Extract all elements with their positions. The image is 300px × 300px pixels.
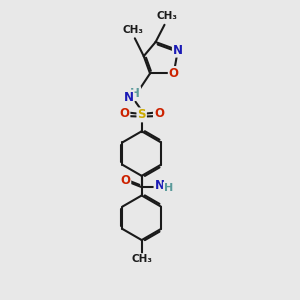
Text: N: N xyxy=(124,91,134,103)
Text: S: S xyxy=(137,108,146,122)
Text: H: H xyxy=(130,87,140,100)
Text: N: N xyxy=(154,179,164,193)
Text: N: N xyxy=(173,44,183,57)
Text: CH₃: CH₃ xyxy=(131,254,152,264)
Text: O: O xyxy=(119,107,129,120)
Text: CH₃: CH₃ xyxy=(123,25,144,35)
Text: CH₃: CH₃ xyxy=(157,11,178,22)
Text: O: O xyxy=(154,107,164,120)
Text: O: O xyxy=(120,174,130,187)
Text: H: H xyxy=(164,183,173,193)
Text: O: O xyxy=(169,67,179,80)
